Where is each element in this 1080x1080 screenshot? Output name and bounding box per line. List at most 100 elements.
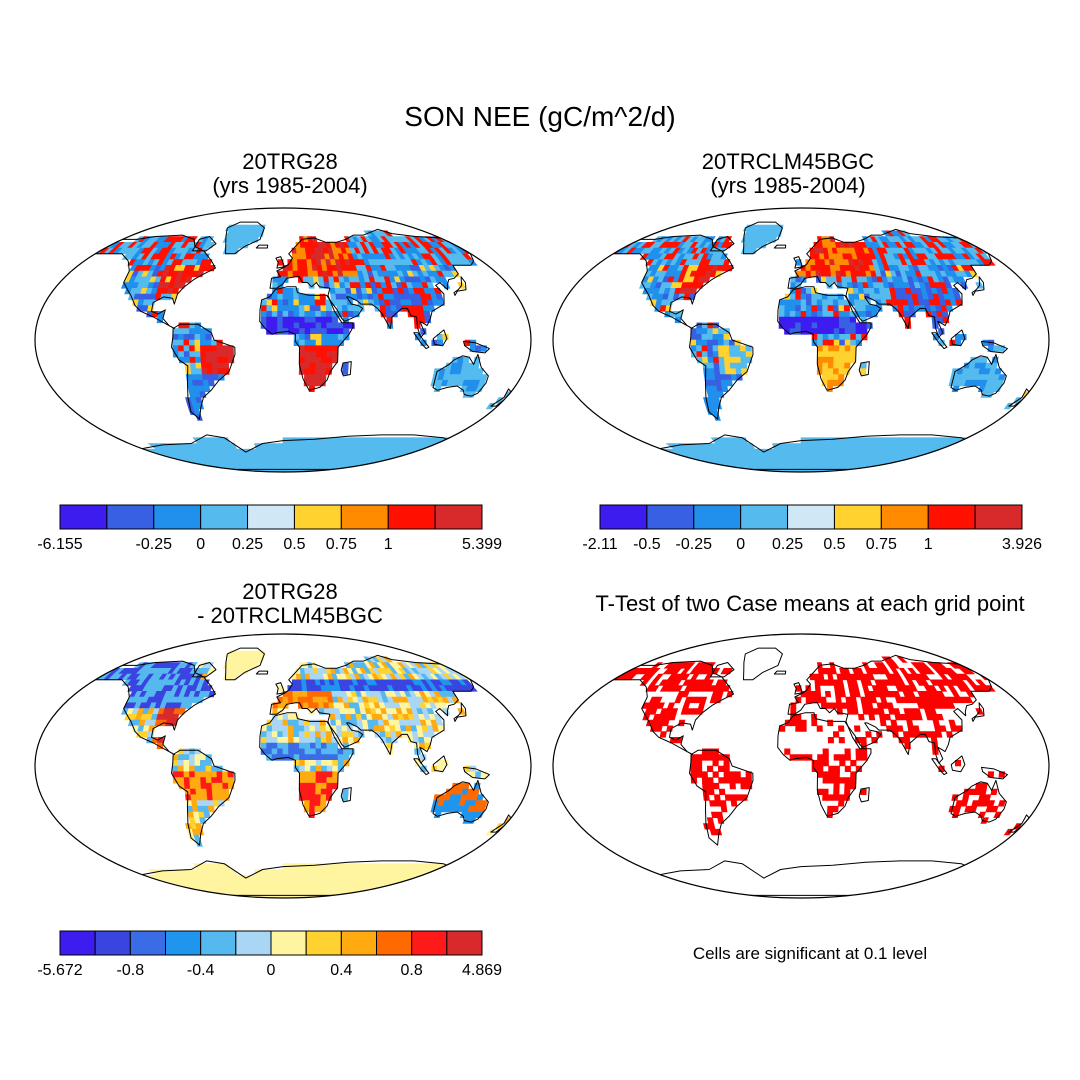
grid-cell: [706, 339, 714, 346]
grid-cell: [838, 305, 845, 312]
grid-cell: [298, 305, 306, 312]
grid-cell: [861, 754, 868, 761]
grid-cell: [212, 794, 219, 801]
grid-cell: [331, 351, 339, 358]
grid-cell: [723, 765, 730, 772]
grid-cell: [693, 466, 726, 472]
grid-cell: [360, 892, 393, 898]
coastline-new-guinea: [981, 340, 1008, 354]
grid-cell: [332, 328, 339, 335]
grid-cell: [110, 869, 127, 876]
grid-cell: [832, 805, 839, 813]
grid-cell: [194, 765, 201, 772]
grid-cell: [200, 777, 207, 784]
panel-title-line: (yrs 1985-2004): [212, 173, 368, 198]
grid-cell: [326, 777, 333, 784]
grid-cell: [207, 374, 215, 381]
grid-cell: [282, 270, 289, 278]
grid-cell: [319, 299, 327, 306]
grid-cell: [429, 448, 445, 456]
grid-cell: [830, 702, 838, 709]
grid-cell: [309, 725, 316, 732]
grid-cell: [439, 448, 457, 456]
grid-cell: [822, 311, 829, 318]
grid-cell: [303, 299, 311, 306]
grid-cell: [424, 454, 444, 462]
grid-cell: [303, 800, 311, 807]
grid-cell: [848, 293, 855, 301]
grid-cell: [325, 368, 333, 375]
grid-cell: [449, 662, 464, 669]
grid-cell: [827, 368, 834, 375]
grid-cell: [314, 805, 321, 813]
grid-cell: [916, 460, 943, 467]
grid-cell: [271, 725, 279, 732]
grid-cell: [308, 282, 315, 289]
grid-cell: [890, 719, 898, 727]
grid-cell: [342, 311, 349, 318]
grid-cell: [206, 362, 213, 369]
grid-cell: [814, 679, 821, 686]
grid-cell: [314, 719, 321, 727]
grid-cell: [795, 322, 802, 329]
nee-map-20trclm45bgc: [552, 207, 1050, 473]
grid-cell: [282, 322, 289, 329]
grid-cell: [178, 351, 185, 358]
grid-cell: [668, 714, 677, 721]
grid-cell: [309, 805, 316, 813]
grid-cell: [200, 351, 207, 358]
grid-cell: [128, 448, 144, 456]
grid-cell: [838, 356, 846, 364]
grid-cell: [708, 368, 716, 375]
grid-cell: [310, 748, 317, 755]
grid-cell: [849, 777, 857, 784]
grid-cell: [302, 264, 309, 272]
grid-cell: [183, 466, 214, 472]
coastline-africa: [259, 712, 354, 817]
coastline-greenland: [225, 647, 265, 681]
grid-cell: [729, 356, 736, 364]
grid-cell: [701, 334, 708, 341]
grid-cell: [730, 374, 738, 381]
grid-cell: [395, 886, 422, 893]
grid-cell: [282, 443, 288, 450]
grid-cell: [795, 316, 802, 324]
grid-cell: [437, 299, 445, 306]
grid-cell: [860, 311, 867, 318]
grid-cell: [655, 725, 663, 732]
grid-cell: [177, 339, 185, 346]
grid-cell: [725, 379, 733, 387]
grid-cell: [189, 466, 218, 472]
grid-cell: [833, 362, 840, 369]
grid-cell: [827, 311, 835, 318]
grid-cell: [695, 339, 703, 346]
grid-cell: [201, 800, 209, 807]
grid-cell: [800, 305, 807, 312]
grid-cell: [315, 754, 322, 761]
grid-cell: [470, 241, 485, 249]
grid-cell: [195, 788, 203, 795]
grid-cell: [121, 448, 137, 456]
panel-title-line: (yrs 1985-2004): [710, 173, 866, 198]
grid-cell: [729, 362, 737, 369]
grid-cell: [271, 737, 278, 744]
grid-cell: [854, 690, 861, 698]
nee-map-20trg28: [34, 207, 532, 473]
grid-cell: [314, 293, 321, 301]
grid-cell: [293, 731, 300, 738]
grid-cell: [287, 293, 295, 301]
grid-cell: [833, 788, 840, 795]
grid-cell: [277, 731, 284, 738]
grid-cell: [165, 892, 201, 898]
grid-cell: [422, 448, 438, 456]
panel-title-line: 20TRCLM45BGC: [701, 149, 875, 174]
grid-cell: [347, 731, 354, 738]
grid-cell: [299, 334, 306, 341]
grid-cell: [320, 311, 327, 318]
grid-cell: [222, 345, 229, 352]
grid-cell: [183, 748, 191, 755]
grid-cell: [299, 345, 306, 352]
grid-cell: [326, 742, 333, 750]
grid-cell: [991, 247, 1005, 255]
grid-cell: [282, 737, 289, 744]
